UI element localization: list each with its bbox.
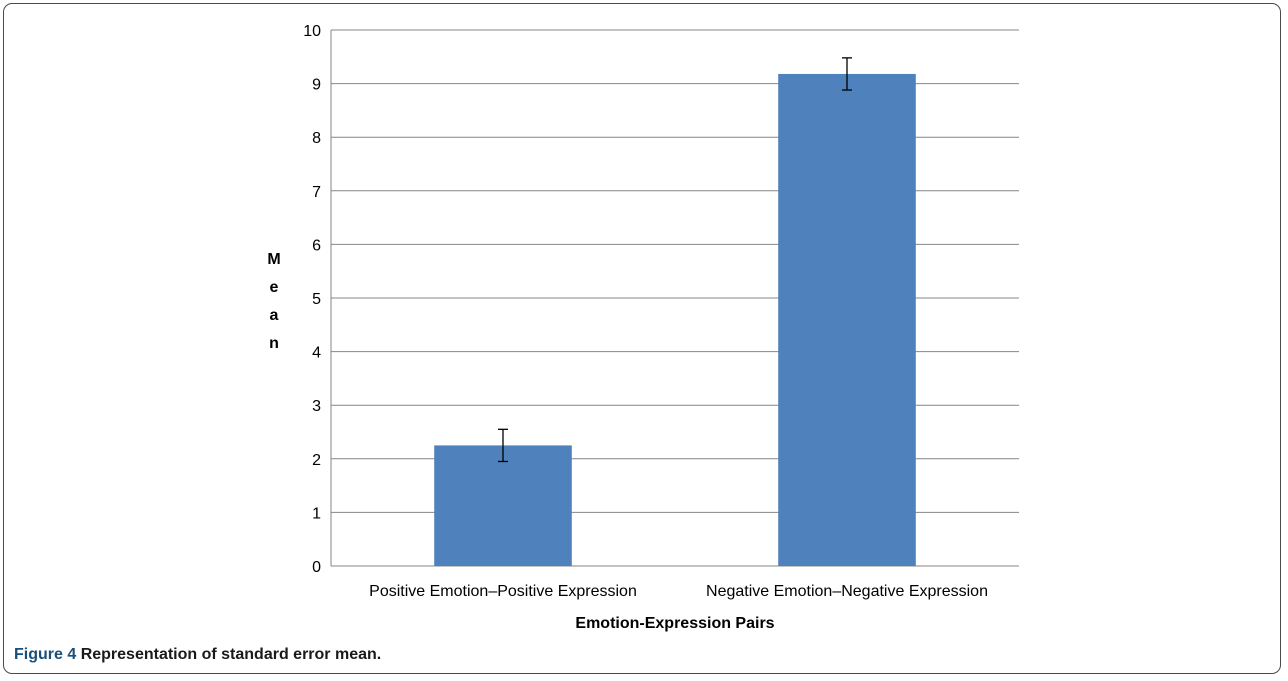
bar [778, 73, 916, 567]
error-bar [498, 428, 508, 463]
error-bars [498, 57, 852, 463]
figure-frame [3, 3, 1281, 674]
y-tick-label: 3 [312, 398, 321, 415]
x-tick-labels: Positive Emotion–Positive Expression Nega… [369, 583, 988, 600]
y-axis-title-letter: a [270, 307, 279, 324]
caption-text: Representation of standard error mean. [80, 646, 382, 663]
y-tick-label: 6 [312, 237, 321, 254]
bars [434, 73, 916, 567]
y-tick-label: 0 [312, 559, 321, 576]
y-tick-label: 9 [312, 77, 321, 94]
y-tick-label: 10 [303, 23, 321, 40]
y-tick-labels: 0 1 2 3 4 5 6 7 8 9 10 [303, 23, 321, 576]
bar [434, 445, 572, 566]
y-tick-label: 2 [312, 452, 321, 469]
x-tick-label: Positive Emotion–Positive Expression [369, 583, 637, 600]
x-tick-label: Negative Emotion–Negative Expression [706, 583, 988, 600]
y-tick-label: 7 [312, 184, 321, 201]
y-tick-label: 5 [312, 291, 321, 308]
caption-label: Figure 4 [14, 646, 77, 663]
y-tick-label: 1 [312, 505, 321, 522]
y-tick-label: 8 [312, 130, 321, 147]
y-axis-title-letter: M [267, 251, 280, 268]
y-axis-title-letter: n [269, 335, 279, 352]
y-axis-title-letter: e [270, 279, 279, 296]
x-axis-title: Emotion-Expression Pairs [575, 615, 774, 632]
figure-caption: Figure 4 Representation of standard erro… [14, 646, 381, 664]
y-tick-label: 4 [312, 345, 321, 362]
bar-chart: 0 1 2 3 4 5 6 7 8 9 10 Positive Emotion–Positive E… [267, 23, 1019, 632]
error-bar [842, 57, 852, 91]
